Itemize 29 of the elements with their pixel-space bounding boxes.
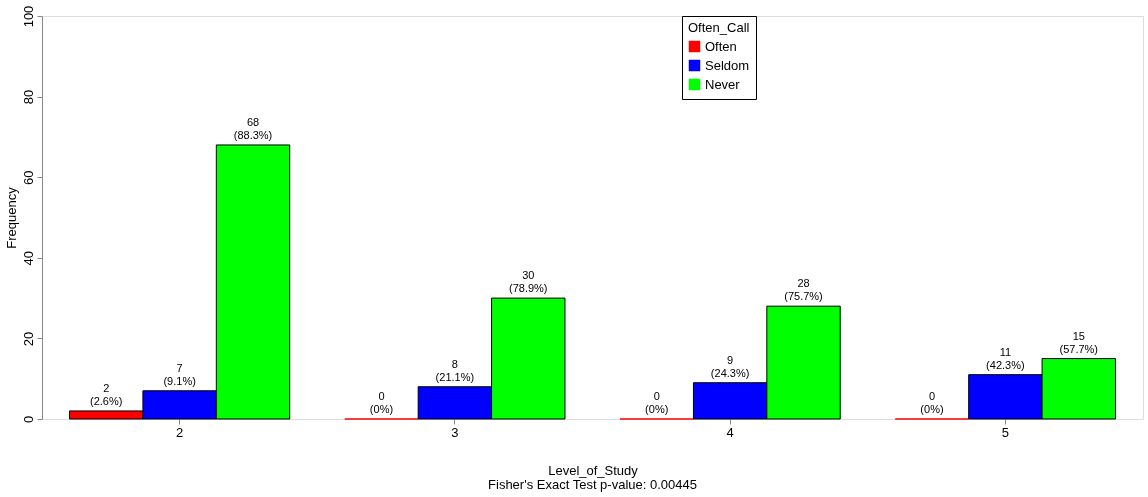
data-label: 28 (75.7%) — [784, 277, 823, 303]
y-tick-label: 20 — [20, 331, 36, 347]
y-tick-label: 80 — [20, 89, 36, 105]
text: Fisher's Exact Test p-value: 0.00445 — [488, 477, 697, 492]
data-label: 15 (57.7%) — [1059, 329, 1099, 355]
data-label: 2 (2.6%) — [90, 381, 123, 407]
y-axis-title: Frequency — [3, 186, 19, 249]
legend-label: Seldom — [705, 57, 750, 73]
y-tick-label: 100 — [20, 5, 36, 28]
x-tick-label: 2 — [176, 424, 184, 440]
legend-title: Often_Call — [688, 20, 750, 35]
x-tick-label: 3 — [451, 424, 459, 440]
y-tick-label: 40 — [20, 251, 36, 266]
data-label: 8 (21.1%) — [435, 357, 475, 383]
data-label: 68 (88.3%) — [233, 115, 273, 141]
legend-label: Often — [705, 38, 737, 54]
y-tick-label: 0 — [20, 415, 36, 424]
data-label: 11 (42.3%) — [986, 345, 1025, 371]
x-tick-label: 4 — [726, 424, 734, 440]
x-axis-title: Level_of_Study — [548, 462, 639, 478]
legend-label: Never — [705, 76, 741, 92]
y-tick-label: 60 — [20, 170, 36, 185]
data-label: 0 (0%) — [920, 390, 944, 415]
data-label: 30 (78.9%) — [509, 269, 548, 295]
data-label: 7 (9.1%) — [163, 361, 196, 387]
x-tick-label: 5 — [1001, 424, 1009, 440]
data-label: 0 (0%) — [645, 390, 669, 415]
data-label: 0 (0%) — [369, 390, 394, 415]
data-label: 9 (24.3%) — [710, 353, 750, 379]
